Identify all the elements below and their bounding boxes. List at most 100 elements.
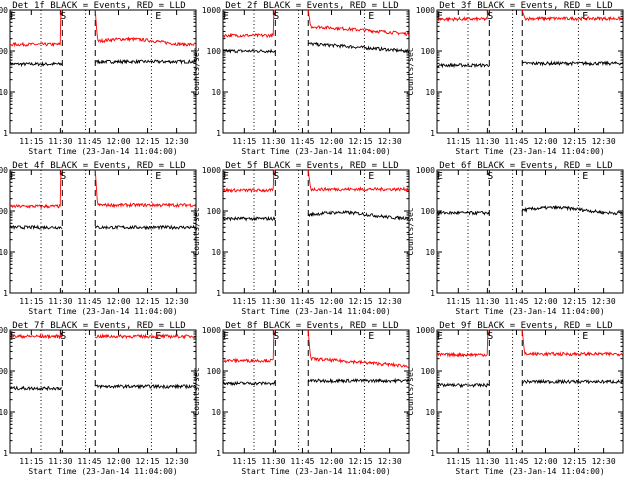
x-tick-label: 11:30 [261, 457, 285, 466]
panel-det7f: Det 7f BLACK = Events, RED = LLD 1 10 100 10… [0, 321, 197, 476]
y-axis-label: Counts/sec [192, 207, 201, 255]
marker-s: S [487, 331, 493, 342]
x-tick-label: 12:30 [592, 297, 616, 306]
marker-e: E [10, 331, 16, 342]
x-tick-label: 11:45 [290, 457, 314, 466]
x-tick-label: 12:15 [563, 297, 587, 306]
marker-e: E [10, 11, 16, 22]
y-axis-label: Counts/sec [406, 367, 415, 415]
x-tick-label: 12:15 [349, 297, 373, 306]
series-events-black [521, 378, 623, 385]
x-tick-label: 12:30 [592, 457, 616, 466]
panel-det1f: Det 1f BLACK = Events, RED = LLD 1 10 100 10… [0, 1, 197, 156]
series-events-black [222, 380, 276, 386]
panel-title: Det 8f BLACK = Events, RED = LLD [225, 321, 398, 331]
y-tick-label: 1 [216, 289, 221, 298]
marker-e: E [155, 171, 161, 182]
plot-frame [222, 329, 410, 454]
series-events-black [222, 215, 276, 222]
panel-title: Det 6f BLACK = Events, RED = LLD [439, 161, 612, 171]
y-tick-label: 10 [211, 248, 221, 257]
series-lld-red [436, 329, 490, 358]
y-tick-label: 1000 [202, 326, 221, 335]
marker-s: S [273, 11, 279, 22]
panel-title: Det 5f BLACK = Events, RED = LLD [225, 161, 398, 171]
panel-title: Det 4f BLACK = Events, RED = LLD [12, 161, 185, 171]
series-events-black [307, 377, 410, 385]
y-axis-label: Counts/sec [192, 47, 201, 95]
y-tick-label: 1000 [202, 166, 221, 175]
panel-title: Det 1f BLACK = Events, RED = LLD [12, 1, 185, 11]
x-tick-label: 11:45 [290, 297, 314, 306]
y-tick-label: 1000 [416, 6, 435, 15]
marker-e: E [223, 331, 229, 342]
x-axis-label: Start Time (23-Jan-14 11:04:00) [455, 307, 604, 316]
x-tick-label: 11:15 [446, 297, 470, 306]
x-axis-label: Start Time (23-Jan-14 11:04:00) [241, 467, 390, 476]
y-tick-label: 10 [0, 408, 8, 417]
plot-frame [222, 169, 410, 294]
x-tick-label: 12:00 [106, 297, 130, 306]
y-tick-label: 10 [211, 88, 221, 97]
y-tick-label: 10 [425, 88, 435, 97]
y-tick-label: 100 [421, 47, 436, 56]
x-tick-label: 12:15 [563, 137, 587, 146]
x-tick-label: 12:30 [165, 457, 189, 466]
marker-s: S [60, 331, 66, 342]
series-events-black [9, 61, 63, 68]
series-events-black [9, 224, 63, 231]
series-lld-red [436, 9, 490, 23]
x-tick-label: 11:15 [19, 137, 43, 146]
y-tick-label: 1 [216, 449, 221, 458]
panel-det4f: Det 4f BLACK = Events, RED = LLD 1 10 100 10… [0, 161, 197, 316]
x-tick-label: 11:45 [504, 457, 528, 466]
series-events-black [9, 385, 63, 392]
series-lld-red [222, 9, 276, 39]
marker-s: S [487, 171, 493, 182]
x-axis-label: Start Time (23-Jan-14 11:04:00) [241, 147, 390, 156]
x-axis-label: Start Time (23-Jan-14 11:04:00) [241, 307, 390, 316]
marker-e: E [10, 171, 16, 182]
marker-e: E [437, 331, 443, 342]
marker-e: E [368, 171, 374, 182]
marker-e: E [223, 11, 229, 22]
panel-det5f: Det 5f BLACK = Events, RED = LLD 1 10 100 10… [192, 161, 410, 316]
x-tick-label: 11:30 [48, 137, 72, 146]
series-events-black [95, 58, 196, 65]
y-tick-label: 1 [3, 449, 8, 458]
y-tick-label: 1000 [202, 6, 221, 15]
y-tick-label: 1000 [416, 326, 435, 335]
y-tick-label: 100 [0, 367, 8, 376]
y-tick-label: 1 [3, 129, 8, 138]
x-tick-label: 11:30 [48, 457, 72, 466]
x-tick-label: 11:30 [261, 297, 285, 306]
x-axis-label: Start Time (23-Jan-14 11:04:00) [455, 467, 604, 476]
panel-det2f: Det 2f BLACK = Events, RED = LLD 1 10 100 10… [192, 1, 410, 156]
series-lld-red [9, 169, 63, 209]
x-axis-label: Start Time (23-Jan-14 11:04:00) [455, 147, 604, 156]
y-tick-label: 100 [0, 47, 8, 56]
x-tick-label: 12:30 [165, 297, 189, 306]
y-tick-label: 100 [207, 207, 222, 216]
series-events-black [308, 41, 410, 54]
x-tick-label: 11:15 [232, 457, 256, 466]
series-lld-red [94, 9, 196, 47]
series-events-black [307, 210, 409, 221]
x-tick-label: 11:45 [504, 297, 528, 306]
panel-det9f: Det 9f BLACK = Events, RED = LLD 1 10 100 10… [406, 321, 624, 476]
x-tick-label: 11:30 [261, 137, 285, 146]
x-tick-label: 12:00 [319, 137, 343, 146]
x-tick-label: 11:45 [504, 137, 528, 146]
x-tick-label: 11:30 [48, 297, 72, 306]
x-tick-label: 11:30 [475, 297, 499, 306]
series-lld-red [94, 169, 197, 209]
marker-e: E [437, 171, 443, 182]
x-tick-label: 12:30 [378, 457, 402, 466]
series-lld-red [521, 329, 623, 357]
y-tick-label: 100 [421, 367, 436, 376]
x-tick-label: 12:00 [319, 297, 343, 306]
y-axis-label: Counts/sec [192, 367, 201, 415]
y-tick-label: 1 [430, 449, 435, 458]
x-tick-label: 12:30 [378, 137, 402, 146]
series-lld-red [521, 9, 623, 22]
